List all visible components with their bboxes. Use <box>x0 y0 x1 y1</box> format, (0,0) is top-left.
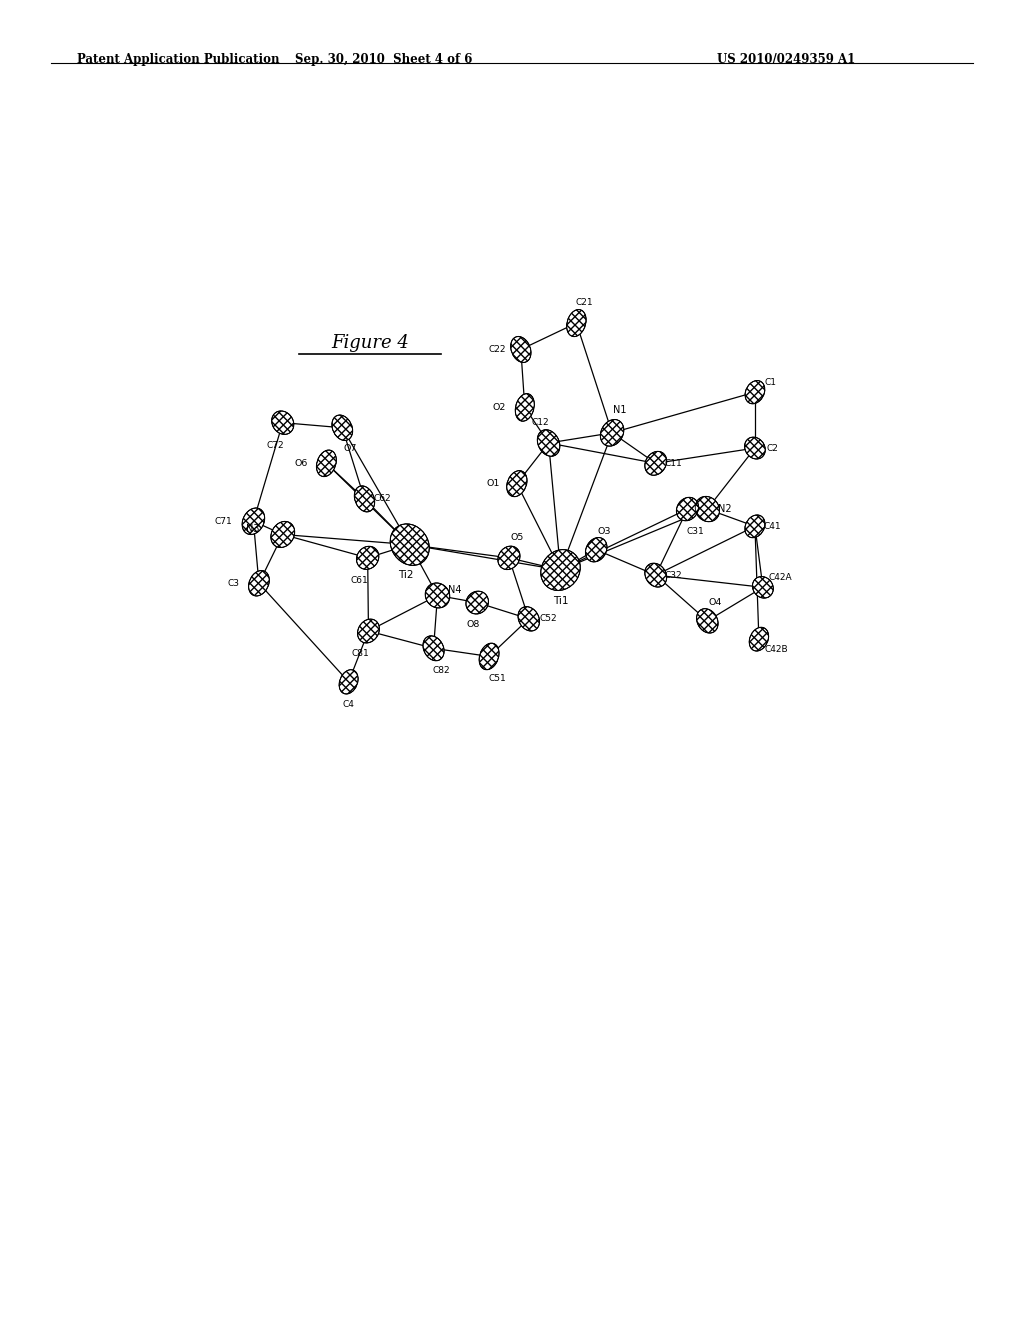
Text: O8: O8 <box>467 620 480 630</box>
Ellipse shape <box>507 471 527 496</box>
Ellipse shape <box>511 337 531 363</box>
Text: O3: O3 <box>597 527 611 536</box>
Ellipse shape <box>316 450 336 477</box>
Text: O5: O5 <box>510 533 523 543</box>
Text: Figure 4: Figure 4 <box>331 334 409 351</box>
Ellipse shape <box>744 437 765 459</box>
Text: C42A: C42A <box>769 573 793 582</box>
Ellipse shape <box>354 486 375 512</box>
Ellipse shape <box>696 609 718 634</box>
Text: C72: C72 <box>266 441 284 450</box>
Ellipse shape <box>677 498 698 521</box>
Ellipse shape <box>538 430 560 457</box>
Ellipse shape <box>645 564 667 587</box>
Text: C52: C52 <box>540 614 557 623</box>
Text: N2: N2 <box>718 504 731 513</box>
Ellipse shape <box>339 669 358 694</box>
Ellipse shape <box>249 570 269 595</box>
Text: Ti1: Ti1 <box>553 595 568 606</box>
Text: C61: C61 <box>351 576 369 585</box>
Text: C4: C4 <box>343 700 354 709</box>
Text: C22: C22 <box>488 345 506 354</box>
Ellipse shape <box>271 521 295 548</box>
Ellipse shape <box>645 451 667 475</box>
Text: Ti2: Ti2 <box>398 570 414 579</box>
Ellipse shape <box>744 515 765 537</box>
Text: C2: C2 <box>767 444 778 453</box>
Text: C51: C51 <box>488 675 506 684</box>
Text: O4: O4 <box>709 598 722 607</box>
Ellipse shape <box>750 627 769 651</box>
Ellipse shape <box>479 643 499 669</box>
Text: C41: C41 <box>764 521 781 531</box>
Ellipse shape <box>515 393 535 421</box>
Ellipse shape <box>466 591 488 614</box>
Text: C82: C82 <box>433 667 451 675</box>
Text: O7: O7 <box>343 444 357 453</box>
Text: O6: O6 <box>294 459 307 467</box>
Ellipse shape <box>271 411 294 434</box>
Ellipse shape <box>357 619 379 643</box>
Ellipse shape <box>423 636 444 661</box>
Text: C11: C11 <box>665 459 682 467</box>
Text: C62: C62 <box>373 495 391 503</box>
Text: C81: C81 <box>351 649 370 657</box>
Ellipse shape <box>745 380 765 404</box>
Text: C71: C71 <box>214 516 232 525</box>
Ellipse shape <box>390 524 429 565</box>
Text: C1: C1 <box>765 378 777 387</box>
Ellipse shape <box>242 508 264 535</box>
Ellipse shape <box>498 546 520 569</box>
Text: C31: C31 <box>686 527 705 536</box>
Ellipse shape <box>753 577 773 598</box>
Text: US 2010/0249359 A1: US 2010/0249359 A1 <box>717 53 855 66</box>
Text: O2: O2 <box>493 403 506 412</box>
Text: C32: C32 <box>665 570 682 579</box>
Text: C3: C3 <box>227 578 240 587</box>
Text: C12: C12 <box>531 418 550 428</box>
Ellipse shape <box>425 583 450 609</box>
Text: N3: N3 <box>246 524 259 535</box>
Ellipse shape <box>586 537 607 562</box>
Text: Sep. 30, 2010  Sheet 4 of 6: Sep. 30, 2010 Sheet 4 of 6 <box>295 53 473 66</box>
Ellipse shape <box>566 310 586 337</box>
Ellipse shape <box>541 549 581 590</box>
Ellipse shape <box>332 414 352 441</box>
Ellipse shape <box>600 420 624 446</box>
Text: N4: N4 <box>449 585 462 595</box>
Text: N1: N1 <box>613 405 627 416</box>
Ellipse shape <box>695 496 720 521</box>
Ellipse shape <box>356 546 379 569</box>
Text: C21: C21 <box>575 298 593 308</box>
Text: Patent Application Publication: Patent Application Publication <box>77 53 280 66</box>
Text: O1: O1 <box>486 479 500 488</box>
Text: C42B: C42B <box>765 645 788 653</box>
Ellipse shape <box>518 607 540 631</box>
